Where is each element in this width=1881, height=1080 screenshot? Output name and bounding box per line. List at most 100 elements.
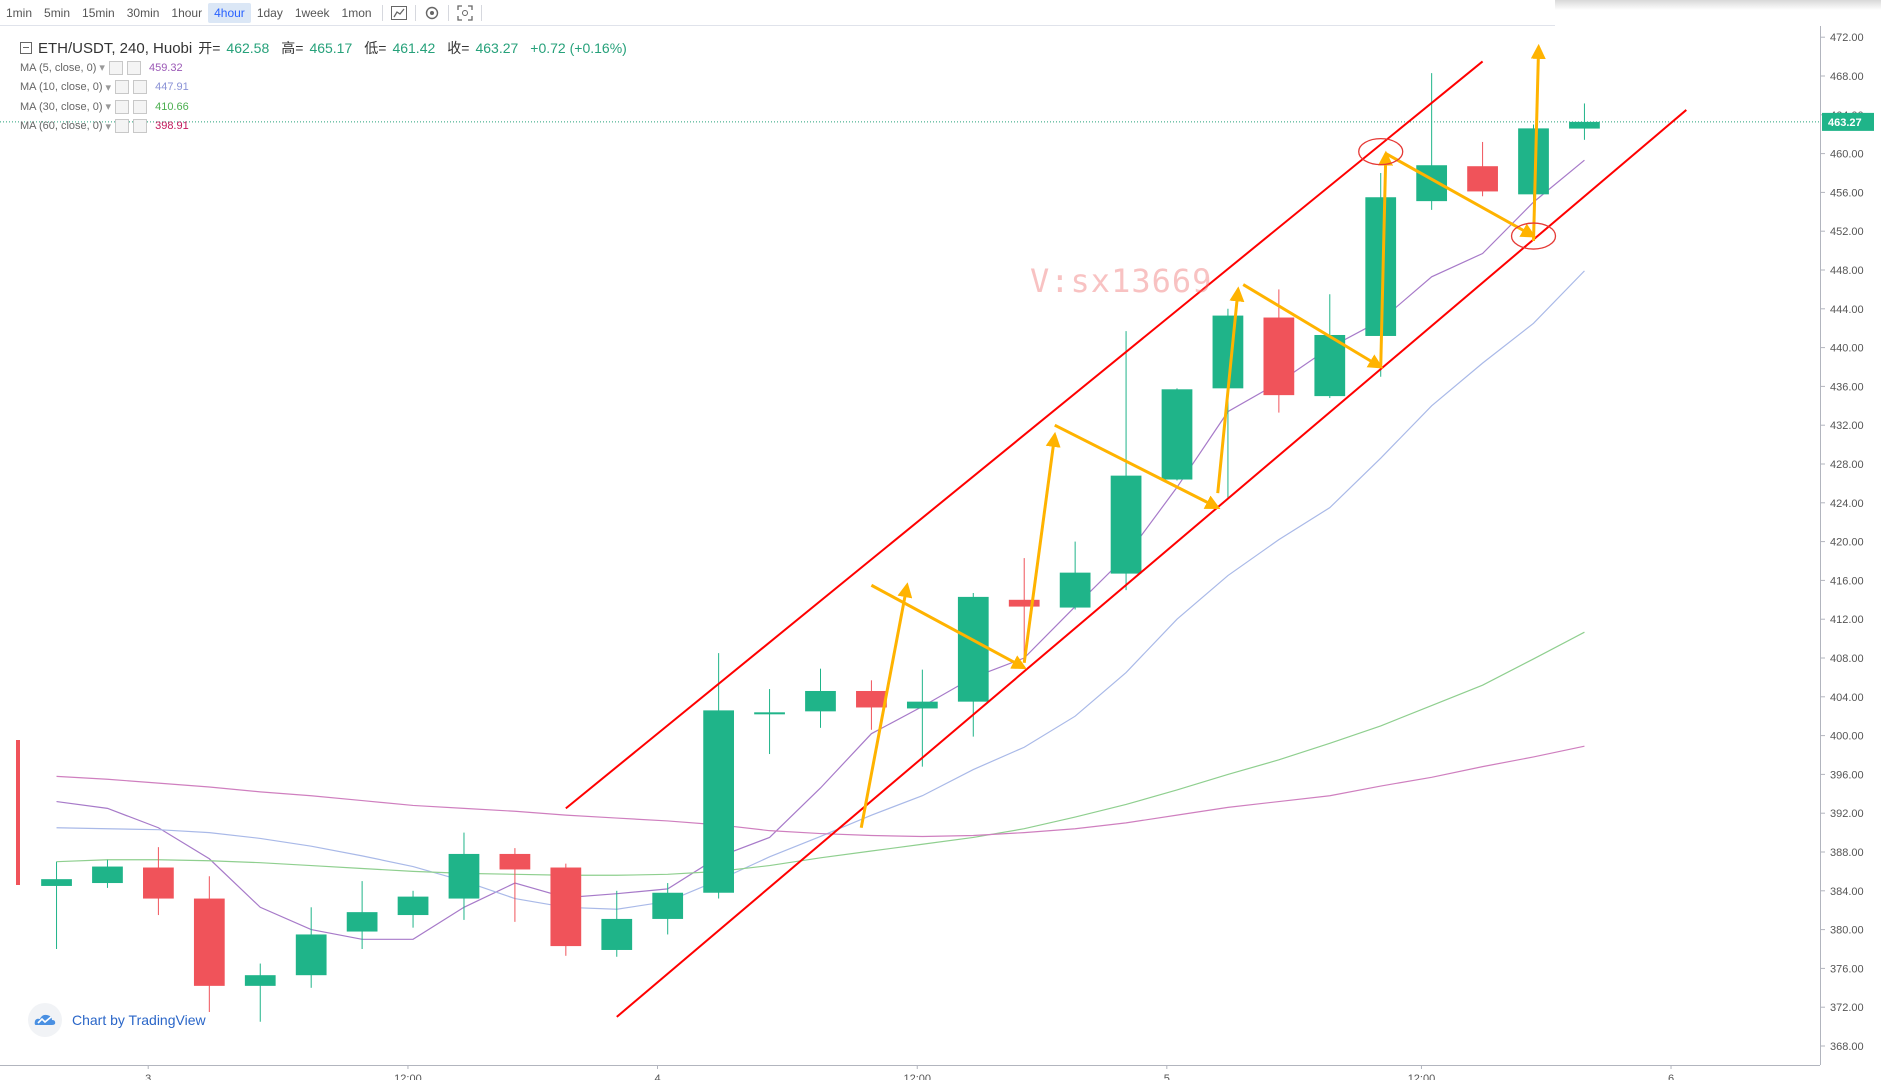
candle-body xyxy=(193,898,225,986)
dropdown-caret-icon[interactable]: ▾ xyxy=(105,101,112,114)
timeframe-5min[interactable]: 5min xyxy=(44,5,71,20)
candle-body xyxy=(92,866,123,884)
high-value: 465.17 xyxy=(309,40,353,56)
annotation-circle xyxy=(1358,138,1404,166)
time-tick-label: 12:00 xyxy=(1408,1073,1436,1080)
moving-average-lines xyxy=(56,159,1585,940)
indicator-value: 410.66 xyxy=(155,100,189,113)
ma-line xyxy=(56,631,1585,876)
timeframe-1min[interactable]: 1min xyxy=(6,5,33,20)
candle-body xyxy=(244,975,276,986)
settings-icon[interactable] xyxy=(115,119,130,134)
settings-icon[interactable] xyxy=(115,99,130,114)
close-icon[interactable] xyxy=(126,60,141,75)
screenshot-icon[interactable] xyxy=(453,3,477,23)
indicator-row[interactable]: MA (5, close, 0) ▾ 459.32 xyxy=(20,58,633,78)
settings-icon[interactable] xyxy=(108,60,123,75)
branding-text[interactable]: Chart by TradingView xyxy=(72,1012,206,1028)
price-tick-label: 384.00 xyxy=(1830,886,1864,898)
last-price-badge xyxy=(1822,112,1874,131)
candle-body xyxy=(1059,572,1091,608)
indicator-label[interactable]: MA (5, close, 0) xyxy=(20,61,97,74)
indicator-value: 447.91 xyxy=(155,81,189,94)
price-tick-label: 416.00 xyxy=(1830,575,1864,587)
annotation-arrow xyxy=(1530,43,1546,241)
indicator-label[interactable]: MA (30, close, 0) xyxy=(20,100,103,113)
low-value: 461.42 xyxy=(392,40,436,56)
price-tick-label: 436.00 xyxy=(1830,381,1864,393)
price-tick-label: 472.00 xyxy=(1830,32,1864,44)
price-tick-label: 412.00 xyxy=(1830,614,1864,626)
timeframe-1week[interactable]: 1week xyxy=(294,5,330,20)
annotation-arrow xyxy=(870,583,1027,670)
settings-icon[interactable] xyxy=(115,80,130,95)
timeframe-1mon[interactable]: 1mon xyxy=(341,5,372,20)
change-value: +0.72 (+0.16%) xyxy=(530,40,627,56)
dropdown-caret-icon[interactable]: ▾ xyxy=(99,62,105,75)
timeframe-30min[interactable]: 30min xyxy=(126,5,160,20)
ma-line xyxy=(56,745,1585,838)
candle-body xyxy=(1569,121,1600,129)
indicator-label[interactable]: MA (60, close, 0) xyxy=(20,120,103,133)
price-tick-label: 396.00 xyxy=(1830,769,1864,781)
ma-line xyxy=(56,159,1585,940)
close-icon[interactable] xyxy=(133,99,148,114)
time-axis: 312:00412:00512:00612:00712:0020:0004:00… xyxy=(0,1065,1820,1080)
candle-body xyxy=(1518,128,1549,195)
price-tick-label: 392.00 xyxy=(1830,808,1864,820)
candle-body xyxy=(397,896,429,916)
price-axis-bg xyxy=(1820,26,1881,1080)
dropdown-caret-icon[interactable]: ▾ xyxy=(105,120,112,133)
indicator-label[interactable]: MA (10, close, 0) xyxy=(20,81,103,94)
price-tick-label: 400.00 xyxy=(1830,731,1864,743)
tradingview-cloud-icon xyxy=(28,1003,62,1037)
indicator-value: 398.91 xyxy=(155,120,189,133)
indicator-settings-icon[interactable] xyxy=(420,3,444,23)
price-chart[interactable]: 472.00468.00464.00460.00456.00452.00448.… xyxy=(0,26,1881,1080)
watermark-text: V:sx13669 xyxy=(1030,262,1213,300)
price-tick-label: 468.00 xyxy=(1830,71,1864,83)
price-axis: 472.00468.00464.00460.00456.00452.00448.… xyxy=(1820,26,1881,1080)
chart-style-icon[interactable] xyxy=(387,3,411,23)
annotation-arrow xyxy=(859,582,913,829)
chart-legend: ETH/USDT, 240, Huobi 开= 462.58 高= 465.17 低… xyxy=(20,38,633,136)
price-tick-label: 372.00 xyxy=(1830,1002,1864,1014)
price-tick-label: 452.00 xyxy=(1830,226,1864,238)
candle-body xyxy=(143,867,174,899)
price-tick-label: 432.00 xyxy=(1830,420,1864,432)
tradingview-branding[interactable]: Chart by TradingView xyxy=(28,1003,206,1037)
candle-body xyxy=(295,934,327,976)
indicator-row[interactable]: MA (30, close, 0) ▾ 410.66 xyxy=(20,97,633,117)
collapse-legend-icon[interactable] xyxy=(20,42,32,54)
open-label: 开= xyxy=(198,40,221,56)
price-tick-label: 376.00 xyxy=(1830,963,1864,975)
close-icon[interactable] xyxy=(133,119,148,134)
indicator-row[interactable]: MA (60, close, 0) ▾ 398.91 xyxy=(20,117,633,137)
candle-body xyxy=(448,853,480,899)
price-tick-label: 388.00 xyxy=(1830,847,1864,859)
timeframe-1day[interactable]: 1day xyxy=(256,5,283,20)
price-tick-label: 448.00 xyxy=(1830,265,1864,277)
price-tick-label: 368.00 xyxy=(1830,1041,1864,1053)
candle-body xyxy=(499,853,531,870)
candle-body xyxy=(1263,317,1295,396)
time-tick-label: 4 xyxy=(654,1073,660,1080)
symbol-title[interactable]: ETH/USDT, 240, Huobi xyxy=(38,39,193,57)
annotation-circles xyxy=(1358,59,1879,250)
timeframe-1hour[interactable]: 1hour xyxy=(171,5,203,20)
timeframe-4hour[interactable]: 4hour xyxy=(208,2,251,23)
toolbar-separator xyxy=(381,4,383,21)
candle-body xyxy=(1008,599,1040,607)
indicator-row[interactable]: MA (10, close, 0) ▾ 447.91 xyxy=(20,78,633,98)
last-price-label: 463.27 xyxy=(1828,117,1862,129)
toolbar: 1min 5min 15min 30min 1hour 4hour 1day 1week 1mo… xyxy=(0,0,1555,26)
channel-line-lower xyxy=(616,109,1687,1018)
chart-grid xyxy=(0,121,1820,885)
close-icon[interactable] xyxy=(133,80,148,95)
time-tick-label: 3 xyxy=(145,1073,151,1080)
timeframe-15min[interactable]: 15min xyxy=(82,5,115,20)
candle-body xyxy=(906,701,938,709)
time-tick-label: 12:00 xyxy=(903,1073,931,1080)
dropdown-caret-icon[interactable]: ▾ xyxy=(105,81,112,94)
candle-body xyxy=(346,912,378,932)
